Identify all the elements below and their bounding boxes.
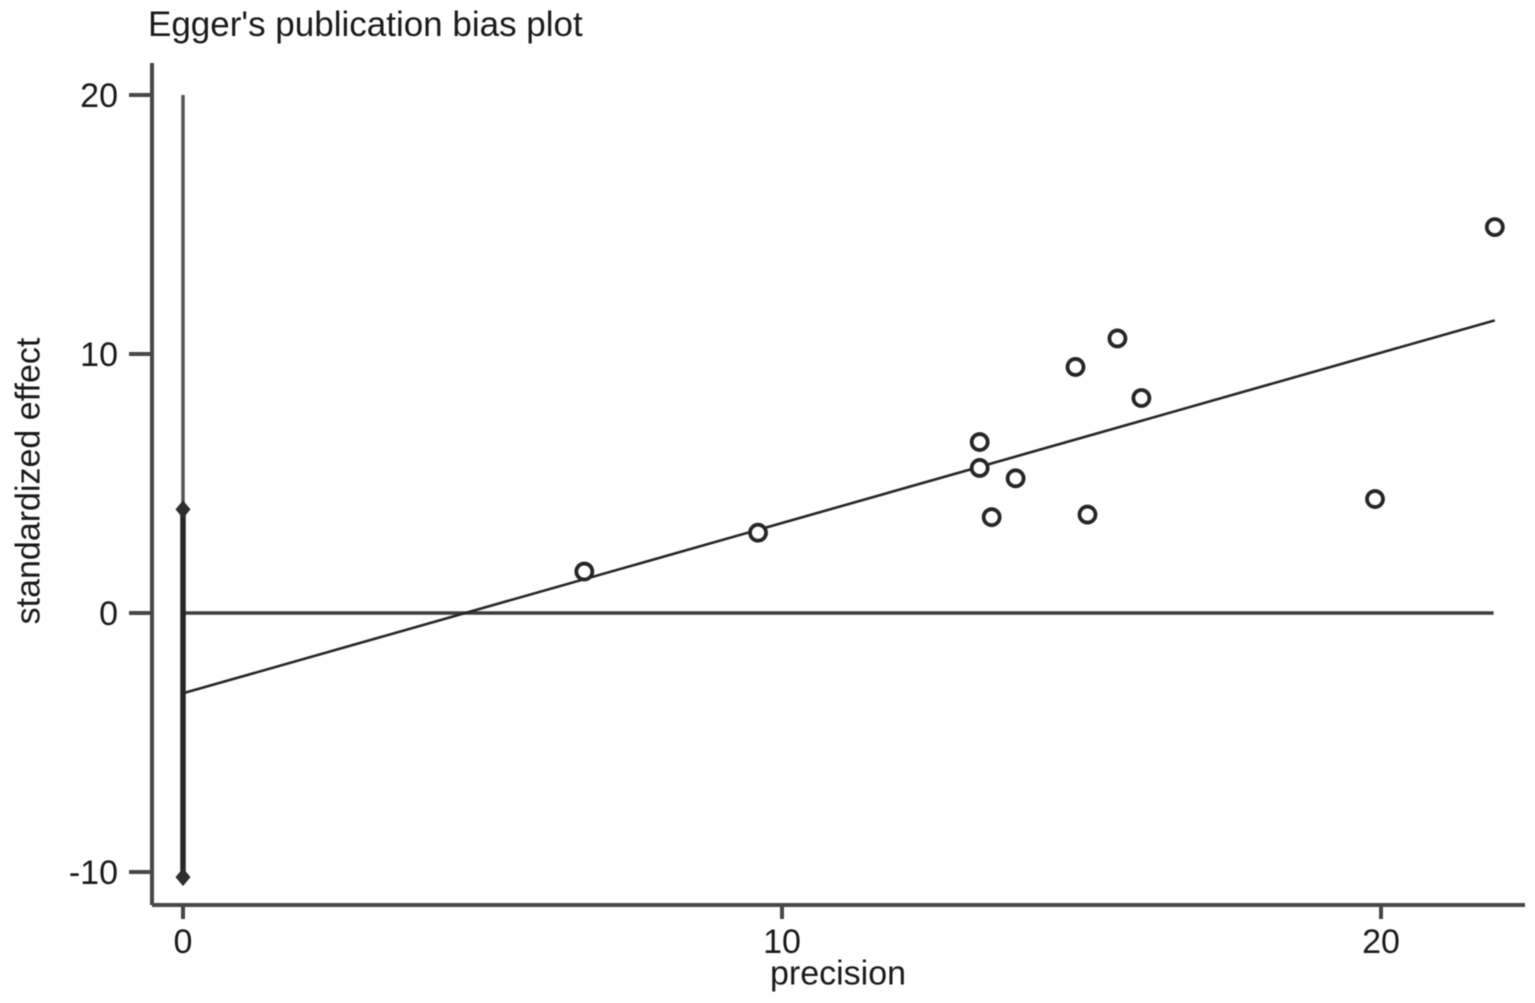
study-point — [1005, 468, 1026, 489]
egger-regression-line — [182, 319, 1496, 695]
study-point — [748, 522, 768, 543]
study-point — [1077, 504, 1098, 525]
y-tick-label: 10 — [80, 336, 118, 374]
x-tick-label: 20 — [1362, 923, 1400, 961]
study-point — [969, 458, 990, 478]
ci-lower-diamond-marker — [175, 868, 191, 887]
study-point — [1065, 357, 1086, 377]
x-tick-label: 0 — [174, 923, 193, 961]
x-axis-title: precision — [769, 954, 907, 993]
study-point — [1107, 328, 1128, 349]
study-point — [1131, 388, 1152, 408]
study-point — [969, 432, 990, 452]
x-tick-label: 10 — [763, 923, 801, 961]
chart-title: Egger's publication bias plot — [148, 5, 583, 44]
ci-upper-diamond-marker — [175, 500, 191, 519]
study-point — [1484, 217, 1505, 237]
study-point — [981, 507, 1002, 528]
y-tick-label: -10 — [69, 854, 118, 892]
study-point — [574, 561, 595, 582]
study-point — [1365, 489, 1385, 509]
y-tick-label: 20 — [80, 77, 118, 115]
y-tick-label: 0 — [99, 595, 118, 633]
